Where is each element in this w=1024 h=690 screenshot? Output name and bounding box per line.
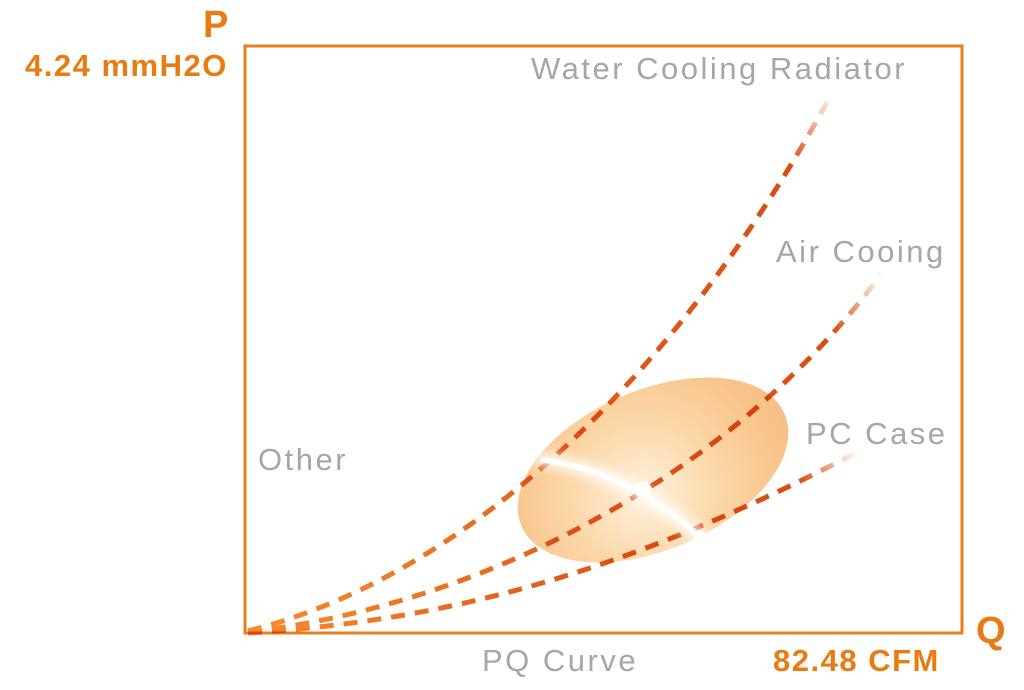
y-axis-max-value: 4.24 mmH2O: [25, 48, 228, 83]
water-cooling-radiator-curve: [247, 89, 836, 634]
plot-border: [243, 44, 964, 635]
y-axis-symbol: P: [203, 4, 229, 46]
fan-pq-curve: [540, 457, 703, 540]
pc-case-curve: [247, 449, 860, 636]
x-axis-symbol: Q: [976, 610, 1006, 652]
air-cooling-curve: [247, 270, 886, 635]
label-air-cooling: Air Cooing: [776, 234, 946, 269]
system-curves: [247, 89, 886, 636]
highlight-ellipse: [517, 377, 789, 563]
operating-point-air-cooling: [634, 481, 652, 499]
label-other: Other: [258, 442, 349, 477]
chart-title: PQ Curve: [482, 643, 639, 678]
label-pc-case: PC Case: [806, 416, 948, 451]
operating-point-pc-case: [693, 530, 707, 544]
label-water-cooling-radiator: Water Cooling Radiator: [531, 51, 908, 86]
x-axis-max-value: 82.48 CFM: [773, 643, 940, 678]
